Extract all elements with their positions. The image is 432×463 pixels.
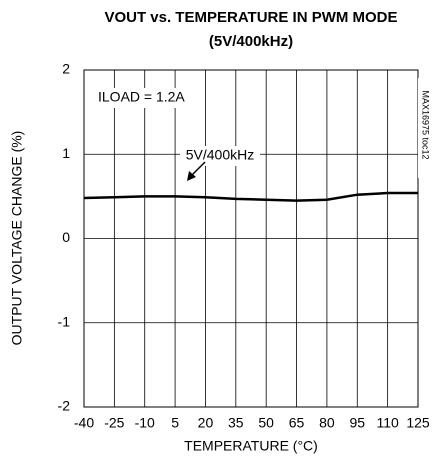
x-tick-label: 20 [198,415,214,431]
chart-title: VOUT vs. TEMPERATURE IN PWM MODE [104,9,397,26]
y-tick-label: -2 [58,398,71,414]
plot-frame [83,69,419,408]
x-tick-label: 110 [376,415,399,431]
annotation-bg [418,78,432,178]
x-tick-label: 5 [171,415,179,431]
annotation: MAX16975 toc12 [421,90,431,159]
x-tick-label: -40 [74,415,94,431]
annotation-bg [90,88,190,108]
y-axis-label: OUTPUT VOLTAGE CHANGE (%) [9,131,25,346]
y-tick-label: 1 [62,145,70,161]
x-tick-label: 65 [289,415,305,431]
arrow [190,161,206,177]
annotation: 5V/400kHz [186,147,254,163]
annotation-bg [180,146,260,166]
arrowhead [187,171,196,181]
x-tick-label: -25 [104,415,124,431]
x-tick-label: 50 [258,415,274,431]
y-tick-label: 2 [62,61,70,77]
line [83,191,418,202]
x-axis-label: TEMPERATURE (°C) [184,438,318,454]
chart-title: (5V/400kHz) [209,33,293,50]
x-tick-label: -10 [135,415,155,431]
y-tick-label: 0 [62,229,70,245]
x-tick-label: 35 [228,415,244,431]
y-tick-label: -1 [58,313,71,329]
x-tick-label: 125 [406,415,430,431]
x-tick-label: 95 [349,415,365,431]
x-tick-label: 80 [319,415,335,431]
annotation: ILOAD = 1.2A [98,89,185,105]
